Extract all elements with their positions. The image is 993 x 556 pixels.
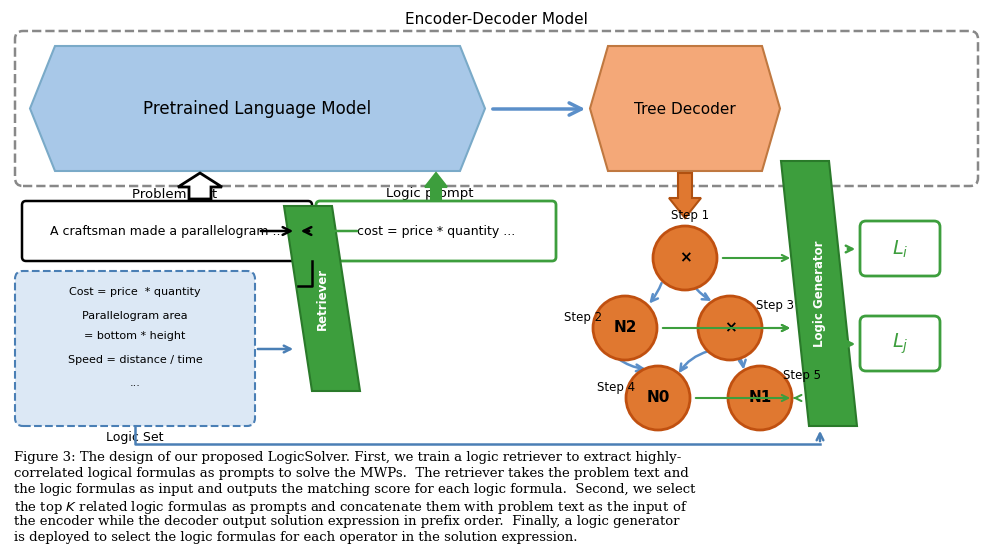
FancyArrow shape <box>425 173 447 199</box>
Text: Step 1: Step 1 <box>671 210 709 222</box>
Text: Logic Generator: Logic Generator <box>812 240 825 347</box>
FancyArrow shape <box>669 173 701 218</box>
FancyBboxPatch shape <box>860 221 940 276</box>
Text: ×: × <box>678 251 691 266</box>
Text: $L_j$: $L_j$ <box>892 332 909 356</box>
Text: the top $K$ related logic formulas as prompts and concatenate them with problem : the top $K$ related logic formulas as pr… <box>14 499 688 516</box>
Text: cost = price * quantity ...: cost = price * quantity ... <box>356 225 515 237</box>
Text: Step 5: Step 5 <box>783 370 821 383</box>
Circle shape <box>698 296 762 360</box>
Text: Speed = distance / time: Speed = distance / time <box>68 355 203 365</box>
Circle shape <box>593 296 657 360</box>
Polygon shape <box>284 206 360 391</box>
Circle shape <box>653 226 717 290</box>
Text: ×: × <box>724 320 737 335</box>
Text: Problem text: Problem text <box>132 187 217 201</box>
Circle shape <box>626 366 690 430</box>
Text: Step 3: Step 3 <box>756 300 794 312</box>
Text: Figure 3: The design of our proposed LogicSolver. First, we train a logic retrie: Figure 3: The design of our proposed Log… <box>14 451 681 464</box>
Text: N2: N2 <box>614 320 637 335</box>
Text: $L_i$: $L_i$ <box>892 239 909 260</box>
Text: A craftsman made a parallelogram ...: A craftsman made a parallelogram ... <box>50 225 284 237</box>
FancyBboxPatch shape <box>22 201 312 261</box>
Text: Parallelogram area: Parallelogram area <box>82 311 188 321</box>
Circle shape <box>728 366 792 430</box>
Text: Retriever: Retriever <box>316 268 329 330</box>
FancyArrow shape <box>178 173 222 199</box>
Polygon shape <box>30 46 485 171</box>
Text: Cost = price  * quantity: Cost = price * quantity <box>70 287 201 297</box>
Text: Step 2: Step 2 <box>564 311 602 325</box>
Text: Tree Decoder: Tree Decoder <box>635 102 736 117</box>
Text: Encoder-Decoder Model: Encoder-Decoder Model <box>404 12 588 27</box>
Text: N0: N0 <box>646 390 669 405</box>
Polygon shape <box>781 161 857 426</box>
FancyBboxPatch shape <box>316 201 556 261</box>
Text: correlated logical formulas as prompts to solve the MWPs.  The retriever takes t: correlated logical formulas as prompts t… <box>14 467 689 480</box>
FancyBboxPatch shape <box>15 271 255 426</box>
Text: = bottom * height: = bottom * height <box>84 331 186 341</box>
Text: is deployed to select the logic formulas for each operator in the solution expre: is deployed to select the logic formulas… <box>14 531 578 544</box>
FancyBboxPatch shape <box>860 316 940 371</box>
Text: Logic prompt: Logic prompt <box>386 187 474 201</box>
Text: the encoder while the decoder output solution expression in prefix order.  Final: the encoder while the decoder output sol… <box>14 515 679 528</box>
Text: Step 4: Step 4 <box>597 381 636 395</box>
Text: N1: N1 <box>749 390 772 405</box>
Text: the logic formulas as input and outputs the matching score for each logic formul: the logic formulas as input and outputs … <box>14 483 695 496</box>
Text: Logic Set: Logic Set <box>106 431 164 444</box>
Polygon shape <box>590 46 780 171</box>
Text: Pretrained Language Model: Pretrained Language Model <box>143 100 371 118</box>
Text: ...: ... <box>129 378 140 388</box>
